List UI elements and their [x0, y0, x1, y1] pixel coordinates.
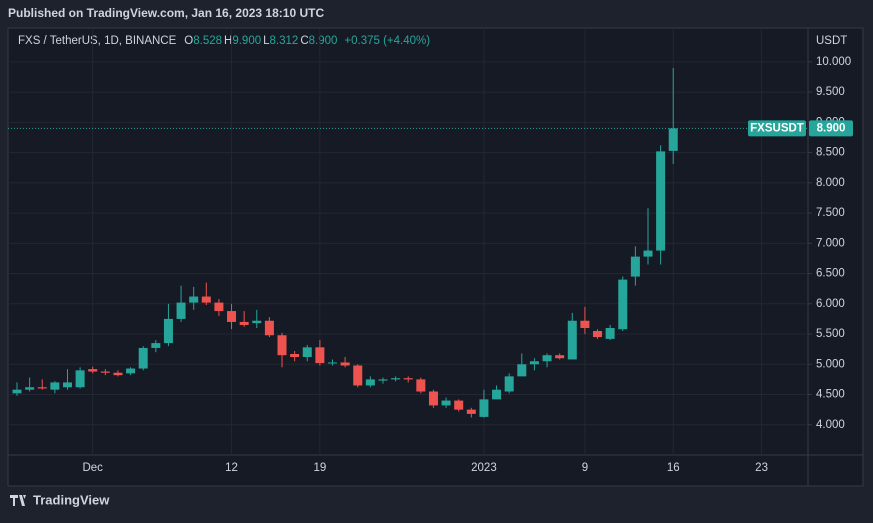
candle-body	[504, 376, 514, 392]
candle-body	[403, 378, 413, 380]
candle-body	[479, 399, 489, 417]
candle-body	[618, 279, 628, 330]
candle-body	[88, 369, 98, 372]
brand: TradingView	[10, 492, 110, 507]
price-tag-label: 8.900	[817, 122, 846, 134]
candle-body	[12, 389, 22, 394]
legend-change: +0.375 (+4.40%)	[344, 35, 430, 47]
candle-body	[189, 296, 199, 303]
candle-body	[138, 347, 148, 369]
legend-o-label: O	[184, 35, 193, 47]
y-tick-label: 8.000	[816, 177, 845, 189]
candle-body	[113, 372, 123, 376]
candle-body	[428, 391, 438, 406]
legend-c: 8.900	[309, 35, 338, 47]
candle-body	[454, 400, 464, 410]
candle-body	[176, 302, 186, 319]
candle-body	[605, 327, 615, 339]
candle-body	[75, 370, 85, 388]
candle-body	[529, 361, 539, 365]
y-tick-label: 6.500	[816, 268, 845, 280]
y-tick-label: 10.000	[816, 56, 851, 68]
candle-body	[441, 400, 451, 406]
y-unit: USDT	[816, 35, 847, 47]
candle-body	[328, 362, 337, 364]
candle-body	[340, 362, 350, 366]
candle-body	[580, 320, 590, 328]
y-tick-label: 8.500	[816, 147, 845, 159]
x-tick-label: 2023	[471, 462, 497, 474]
candle-body	[126, 368, 136, 374]
x-tick-label: 19	[313, 462, 326, 474]
candle-body	[378, 379, 388, 381]
candle-body	[277, 335, 287, 356]
x-tick-label: 12	[225, 462, 238, 474]
candle-body	[62, 382, 72, 388]
legend-c-label: C	[300, 35, 308, 47]
legend-h-label: H	[224, 35, 232, 47]
candle-body	[227, 311, 237, 322]
y-tick-label: 5.000	[816, 358, 845, 370]
candle-body	[593, 331, 603, 338]
candle-body	[252, 320, 262, 324]
ohlc-legend: FXS / TetherUS, 1D, BINANCE O 8.528 H 9.900…	[18, 35, 430, 47]
candle-body	[201, 296, 211, 303]
candle-body	[239, 321, 249, 325]
y-tick-label: 5.500	[816, 328, 845, 340]
candle-body	[656, 151, 666, 251]
symbol-tag-label: FXSUSDT	[750, 122, 804, 134]
candle-body	[302, 347, 312, 358]
candle-body	[630, 256, 640, 277]
candle-body	[567, 320, 577, 360]
candle-body	[214, 302, 224, 312]
y-tick-label: 4.500	[816, 389, 845, 401]
candle-body	[492, 389, 502, 400]
candle-body	[466, 409, 476, 414]
candle-body	[37, 387, 47, 389]
candle-body	[315, 347, 325, 364]
symbol-tag	[748, 120, 806, 137]
candle-body	[416, 379, 426, 392]
chart-pane	[7, 27, 864, 487]
candle-body	[643, 250, 653, 257]
candle-body	[353, 365, 363, 386]
x-tick-label: 16	[667, 462, 680, 474]
brand-name: TradingView	[33, 492, 110, 507]
y-tick-label: 7.000	[816, 237, 845, 249]
chart-title: FXS / TetherUS, 1D, BINANCE	[18, 35, 177, 47]
y-tick-label: 6.000	[816, 298, 845, 310]
candle-body	[555, 355, 565, 359]
legend-h: 9.900	[232, 35, 261, 47]
x-tick-label: 9	[582, 462, 588, 474]
legend-o: 8.528	[193, 35, 222, 47]
candle-body	[25, 387, 35, 390]
candle-body	[163, 318, 173, 344]
candle-body	[391, 378, 401, 380]
candle-body	[290, 353, 300, 358]
price-tag	[809, 120, 853, 137]
published-note: Published on TradingView.com, Jan 16, 20…	[8, 6, 324, 20]
candle-body	[668, 128, 678, 151]
x-tick-label: Dec	[82, 462, 103, 474]
candle-body	[50, 382, 60, 390]
legend-l: 8.312	[270, 35, 299, 47]
candle-body	[100, 371, 110, 373]
y-tick-label: 4.000	[816, 419, 845, 431]
legend-l-label: L	[263, 35, 270, 47]
x-tick-label: 23	[755, 462, 768, 474]
candle-body	[365, 379, 375, 386]
candle-body	[542, 355, 552, 362]
y-tick-label: 7.500	[816, 207, 845, 219]
candle-body	[517, 364, 527, 377]
candle-body	[151, 343, 161, 348]
brand-logo	[10, 495, 26, 506]
candle-body	[264, 320, 274, 336]
y-tick-label: 9.500	[816, 86, 845, 98]
